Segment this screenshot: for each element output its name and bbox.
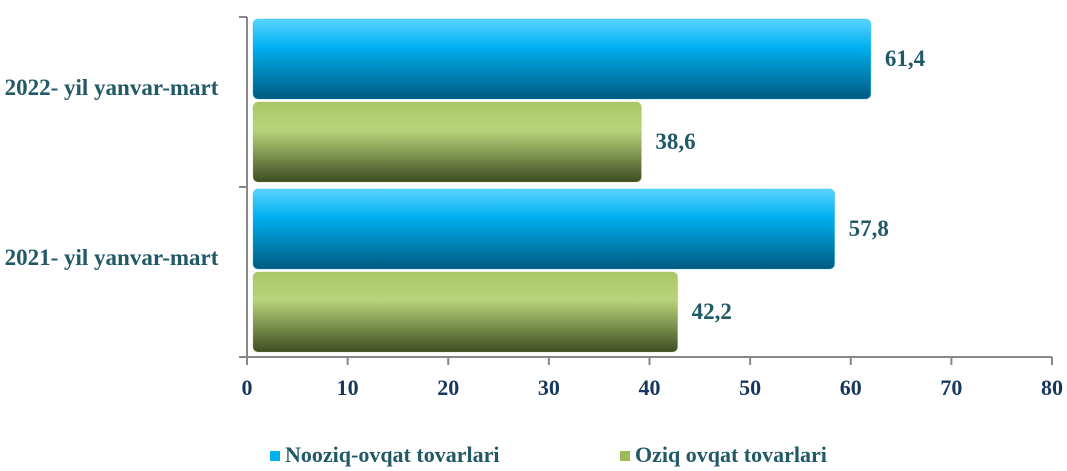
bar <box>252 188 836 270</box>
x-tick-label: 50 <box>739 375 761 400</box>
legend-label: Nooziq-ovqat tovarlari <box>285 442 499 467</box>
category-label: 2022- yil yanvar-mart <box>4 75 219 100</box>
data-label: 42,2 <box>692 299 732 324</box>
x-tick-label: 70 <box>940 375 962 400</box>
bar <box>252 18 872 100</box>
x-tick-label: 30 <box>538 375 560 400</box>
bar <box>252 271 679 353</box>
legend-label: Oziq ovqat tovarlari <box>635 442 827 467</box>
x-tick-label: 80 <box>1041 375 1063 400</box>
legend-swatch <box>620 451 630 461</box>
x-tick-label: 10 <box>337 375 359 400</box>
category-label: 2021- yil yanvar-mart <box>4 245 219 270</box>
data-label: 61,4 <box>885 46 926 71</box>
x-tick-label: 20 <box>437 375 459 400</box>
bar <box>252 101 642 183</box>
data-label: 57,8 <box>849 216 889 241</box>
legend-swatch <box>270 451 280 461</box>
x-tick-label: 0 <box>242 375 253 400</box>
data-label: 38,6 <box>655 129 695 154</box>
x-tick-label: 40 <box>639 375 661 400</box>
x-tick-label: 60 <box>840 375 862 400</box>
